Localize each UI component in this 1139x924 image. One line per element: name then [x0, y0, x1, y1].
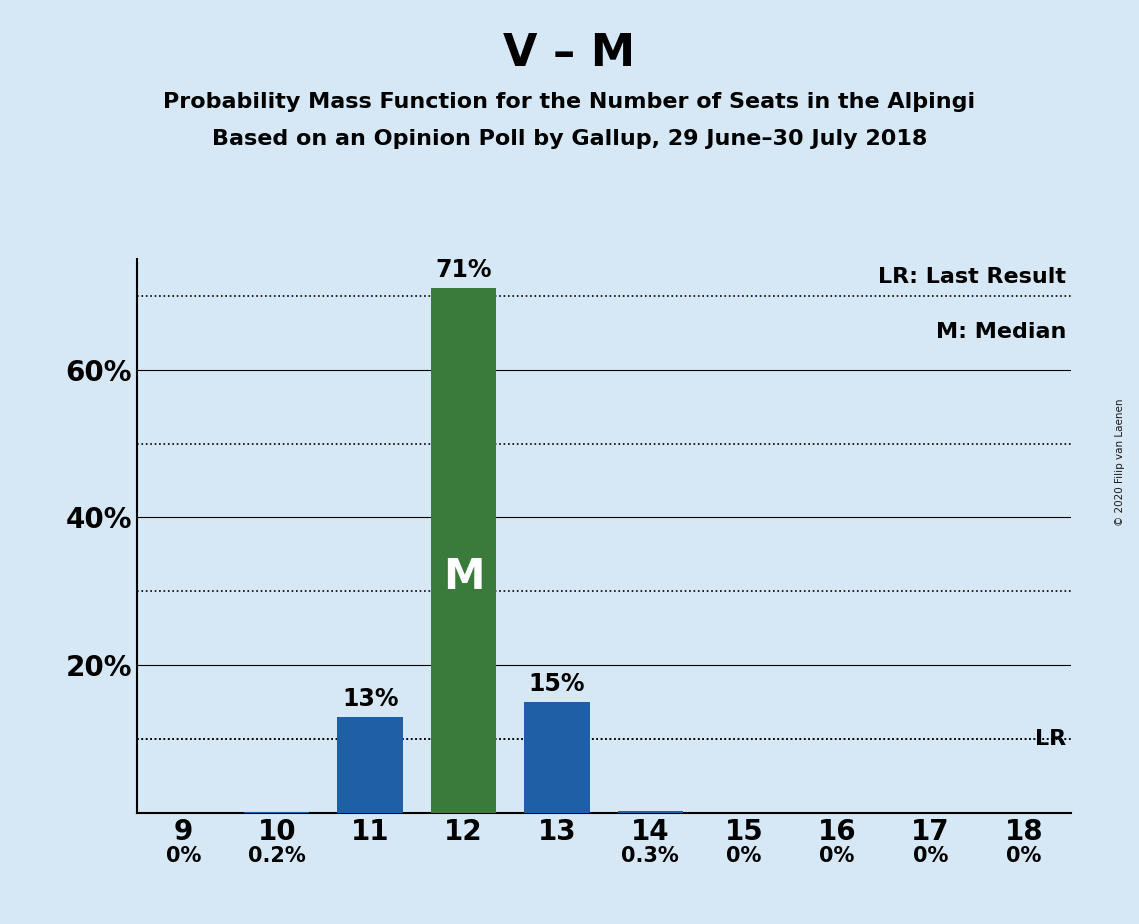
Text: 0%: 0%	[819, 846, 855, 867]
Text: 15%: 15%	[528, 673, 585, 697]
Text: 0%: 0%	[165, 846, 202, 867]
Text: 71%: 71%	[435, 259, 492, 283]
Text: © 2020 Filip van Laenen: © 2020 Filip van Laenen	[1115, 398, 1125, 526]
Text: 0%: 0%	[912, 846, 949, 867]
Text: 0.3%: 0.3%	[622, 846, 679, 867]
Text: LR: LR	[1035, 729, 1066, 749]
Bar	[617, 811, 683, 813]
Text: V – M: V – M	[503, 32, 636, 76]
Text: 0%: 0%	[726, 846, 762, 867]
Text: LR: Last Result: LR: Last Result	[878, 267, 1066, 287]
Text: 0.2%: 0.2%	[248, 846, 305, 867]
Text: 13%: 13%	[342, 687, 399, 711]
Bar	[244, 811, 310, 813]
Text: Based on an Opinion Poll by Gallup, 29 June–30 July 2018: Based on an Opinion Poll by Gallup, 29 J…	[212, 129, 927, 150]
Text: M: Median: M: Median	[935, 322, 1066, 343]
Text: Probability Mass Function for the Number of Seats in the Alþingi: Probability Mass Function for the Number…	[163, 92, 976, 113]
Bar	[431, 288, 497, 813]
Text: 0%: 0%	[1006, 846, 1042, 867]
Bar	[337, 717, 403, 813]
Bar	[524, 702, 590, 813]
Text: M: M	[443, 556, 484, 598]
